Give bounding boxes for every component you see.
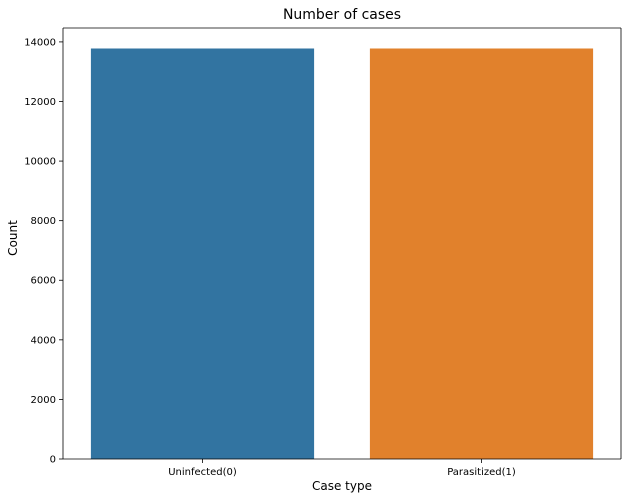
bar-uninfected-0 — [90, 48, 315, 459]
y-tick-label: 4000 — [31, 335, 56, 346]
y-tick-label: 12000 — [24, 97, 56, 108]
x-tick-label: Uninfected(0) — [168, 467, 237, 478]
y-axis: 0 2000 4000 6000 8000 10000 12000 14000 — [24, 27, 622, 466]
y-axis-label: Count — [6, 220, 20, 256]
y-tick-label: 2000 — [31, 395, 56, 406]
chart-title: Number of cases — [283, 7, 401, 23]
bar-parasitized-1 — [369, 48, 594, 459]
y-tick-label: 10000 — [24, 157, 56, 168]
x-axis-label: Case type — [312, 479, 372, 493]
x-axis: Uninfected(0) Parasitized(1) — [168, 459, 516, 478]
bars-group — [90, 48, 594, 459]
y-tick-label: 6000 — [31, 276, 56, 287]
y-tick-label: 0 — [50, 455, 56, 466]
x-tick-label: Parasitized(1) — [447, 467, 516, 478]
y-tick-label: 14000 — [24, 37, 56, 48]
y-tick-label: 8000 — [31, 216, 56, 227]
